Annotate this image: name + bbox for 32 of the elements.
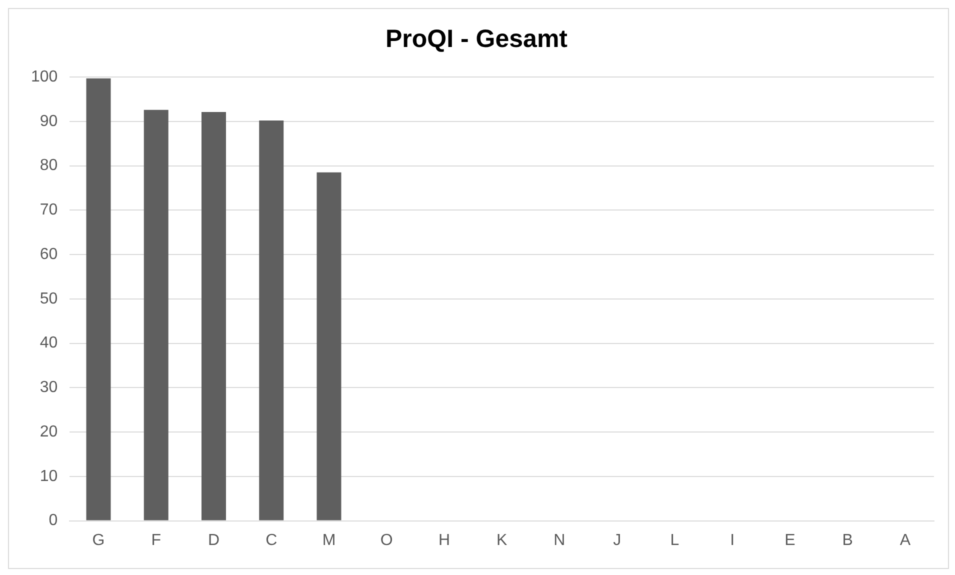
x-tick-label: F bbox=[151, 532, 162, 549]
x-tick-label: B bbox=[842, 532, 853, 549]
y-tick-label: 10 bbox=[40, 468, 58, 485]
x-tick-label: C bbox=[266, 532, 278, 549]
bar bbox=[202, 112, 226, 520]
bar bbox=[144, 110, 168, 520]
y-tick-label: 20 bbox=[40, 423, 58, 440]
x-tick-label: L bbox=[670, 532, 680, 549]
x-tick-label: N bbox=[554, 532, 566, 549]
x-tick-label: O bbox=[380, 532, 393, 549]
x-tick-label: D bbox=[208, 532, 220, 549]
x-tick-label: A bbox=[900, 532, 911, 549]
y-tick-label: 0 bbox=[48, 512, 58, 530]
y-tick-label: 40 bbox=[40, 334, 58, 352]
y-tick-label: 30 bbox=[40, 379, 58, 396]
y-tick-label: 90 bbox=[40, 112, 58, 130]
x-tick-label: G bbox=[92, 532, 105, 549]
x-tick-label: E bbox=[784, 532, 796, 549]
y-tick-label: 80 bbox=[40, 157, 58, 174]
y-tick-label: 100 bbox=[30, 68, 58, 86]
y-tick-label: 50 bbox=[40, 290, 58, 308]
bar bbox=[86, 78, 111, 520]
x-tick-label: J bbox=[613, 532, 622, 549]
x-tick-label: M bbox=[322, 532, 336, 549]
y-tick-label: 60 bbox=[40, 246, 58, 263]
y-tick-label: 70 bbox=[40, 202, 58, 219]
chart-title: ProQI - Gesamt bbox=[386, 24, 568, 53]
x-tick-label: K bbox=[496, 532, 508, 549]
bar bbox=[259, 120, 284, 520]
bar bbox=[316, 172, 342, 520]
x-tick-label: H bbox=[438, 532, 450, 549]
x-tick-label: I bbox=[730, 532, 735, 549]
